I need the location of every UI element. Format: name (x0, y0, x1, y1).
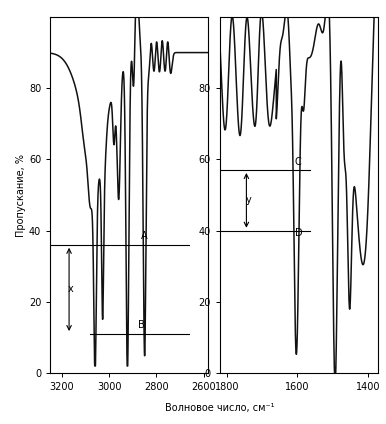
Text: y: y (246, 195, 252, 205)
Text: A: A (141, 232, 148, 241)
Y-axis label: Пропускание, %: Пропускание, % (16, 153, 26, 237)
Text: D: D (295, 228, 302, 238)
Text: x: x (68, 285, 74, 294)
Text: Волновое число, см⁻¹: Волновое число, см⁻¹ (165, 403, 275, 413)
Text: B: B (137, 321, 144, 330)
Text: C: C (295, 156, 301, 167)
